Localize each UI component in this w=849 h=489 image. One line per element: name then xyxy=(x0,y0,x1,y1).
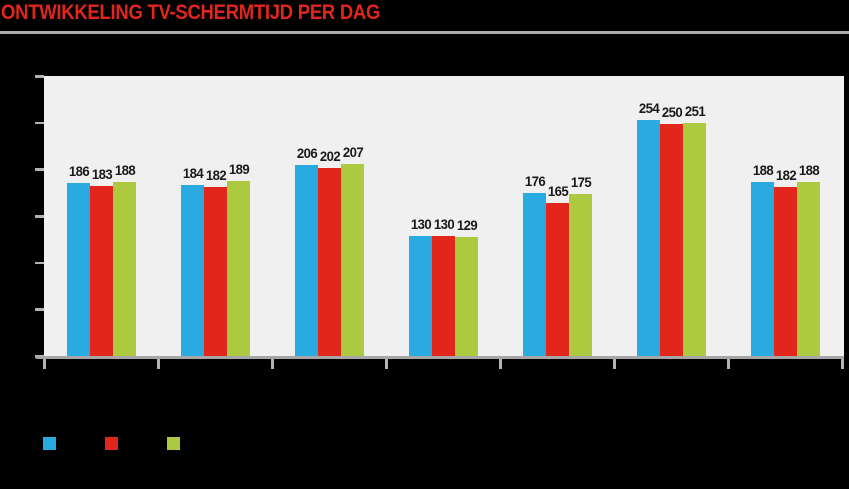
bar-red-group1 xyxy=(90,186,113,357)
bar-red-group7 xyxy=(774,187,797,357)
bar-value-label: 206 xyxy=(296,144,317,161)
bar-value-label: 254 xyxy=(638,99,659,116)
bar-value-label: 250 xyxy=(661,103,682,120)
plot-area: 186 183 188 184 182 189 206 202 207 130 130 129 176 1… xyxy=(43,76,844,357)
bar-blue-group1 xyxy=(67,183,90,357)
bar-green-group4 xyxy=(455,236,478,357)
y-axis-tick xyxy=(35,308,44,311)
bar-red-group2 xyxy=(204,187,227,357)
bar-value-label: 182 xyxy=(205,167,226,184)
x-axis-tick xyxy=(385,356,388,369)
bar-green-group6 xyxy=(683,122,706,357)
y-axis-tick xyxy=(35,261,44,265)
x-axis-tick xyxy=(727,356,730,369)
bar-red-group3 xyxy=(318,168,341,357)
red-series-swatch xyxy=(105,437,118,450)
bar-red-group4 xyxy=(432,235,455,357)
y-axis-tick xyxy=(35,75,44,78)
title-divider xyxy=(0,31,849,34)
bar-red-group5 xyxy=(546,203,569,357)
bar-green-group3 xyxy=(341,163,364,357)
x-axis-line xyxy=(36,356,844,359)
bar-value-label: 183 xyxy=(91,166,112,183)
bar-value-label: 189 xyxy=(228,160,249,177)
y-axis-tick xyxy=(35,215,44,218)
bar-blue-group2 xyxy=(181,185,204,357)
bar-value-label: 130 xyxy=(433,215,454,232)
bar-blue-group3 xyxy=(295,164,318,357)
bar-value-label: 202 xyxy=(319,148,340,165)
bar-value-label: 188 xyxy=(798,161,819,178)
bar-red-group6 xyxy=(660,123,683,357)
bar-blue-group7 xyxy=(751,181,774,357)
bar-value-label: 182 xyxy=(775,167,796,184)
x-axis-tick xyxy=(841,356,844,369)
chart-title: ONTWIKKELING TV-SCHERMTIJD PER DAG xyxy=(1,1,381,24)
bar-blue-group5 xyxy=(523,192,546,357)
bar-value-label: 188 xyxy=(752,161,773,178)
x-axis-tick xyxy=(613,356,616,369)
y-axis-tick xyxy=(35,121,44,125)
legend xyxy=(0,437,849,450)
x-axis-tick xyxy=(43,356,46,369)
bar-value-label: 129 xyxy=(456,216,477,233)
bar-green-group5 xyxy=(569,193,592,357)
bar-blue-group4 xyxy=(409,235,432,357)
bar-value-label: 184 xyxy=(182,165,203,182)
bar-value-label: 165 xyxy=(547,183,568,199)
bar-value-label: 251 xyxy=(684,102,705,119)
x-axis-tick xyxy=(271,356,274,369)
green-series-swatch xyxy=(167,437,180,450)
x-axis-tick xyxy=(157,356,160,369)
y-axis-tick xyxy=(35,168,44,171)
bar-green-group1 xyxy=(113,181,136,357)
bar-value-label: 186 xyxy=(68,163,89,180)
bar-green-group2 xyxy=(227,180,250,357)
x-axis-tick xyxy=(499,356,502,369)
bar-value-label: 188 xyxy=(114,161,135,178)
bar-value-label: 130 xyxy=(410,215,431,232)
bar-value-label: 175 xyxy=(570,173,591,190)
bar-blue-group6 xyxy=(637,119,660,357)
bar-value-label: 207 xyxy=(342,143,363,160)
bar-value-label: 176 xyxy=(524,172,545,189)
blue-series-swatch xyxy=(43,437,56,450)
bar-green-group7 xyxy=(797,181,820,357)
